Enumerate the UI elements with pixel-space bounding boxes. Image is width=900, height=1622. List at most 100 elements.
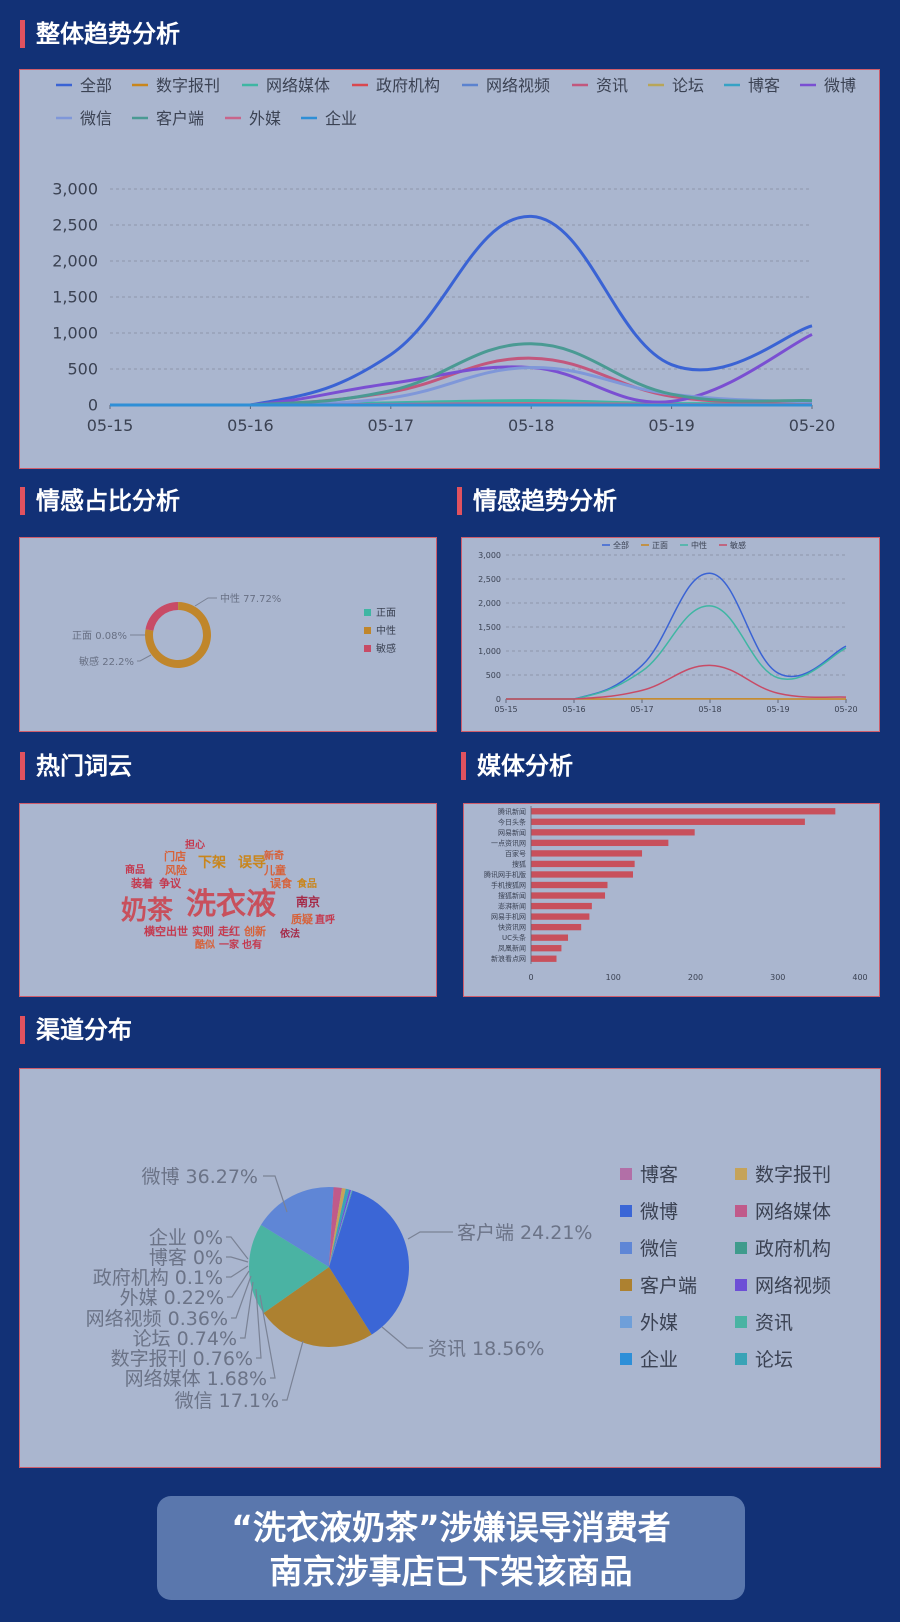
pie-label-企业: 企业 0%	[149, 1227, 223, 1249]
series-line-客户端	[110, 342, 813, 407]
word-直呼: 直呼	[315, 913, 335, 926]
word-食品: 食品	[296, 877, 317, 890]
legend-label-全部: 全部	[80, 76, 112, 95]
legend-label-中性: 中性	[691, 540, 707, 550]
x-tick-label: 05-19	[766, 705, 789, 714]
legend-label-数字报刊: 数字报刊	[156, 76, 220, 95]
x-tick-label: 100	[606, 973, 621, 982]
section-title-trend: 整体趋势分析	[20, 20, 180, 48]
legend-swatch-正面	[364, 609, 371, 616]
pie-label-line-数字报刊	[255, 1288, 262, 1359]
pie-label-微信: 微信 17.1%	[175, 1390, 279, 1412]
word-酷似: 酷似	[195, 938, 215, 951]
bar-今日头条	[531, 818, 805, 825]
legend-swatch-企业	[620, 1353, 632, 1365]
bar-label-腾讯网手机版: 腾讯网手机版	[484, 870, 526, 879]
legend-swatch-微博	[620, 1205, 632, 1217]
bar-网易手机网	[531, 913, 590, 920]
x-tick-label: 05-16	[562, 705, 585, 714]
bar-百家号	[531, 850, 643, 857]
section-title-wordcloud: 热门词云	[20, 752, 132, 780]
word-风险: 风险	[165, 863, 188, 877]
bar-快资讯网	[531, 923, 582, 931]
pie-label-博客: 博客 0%	[149, 1247, 223, 1269]
legend-label-正面: 正面	[376, 608, 396, 619]
x-tick-label: 0	[528, 973, 533, 982]
bar-label-腾讯新闻: 腾讯新闻	[498, 807, 526, 816]
media-bar-chart: 腾讯新闻今日头条网易新闻一点资讯网百家号搜狐腾讯网手机版手机搜狐网搜狐新闻澎湃新…	[484, 806, 868, 982]
pie-label-line-政府机构	[226, 1265, 249, 1278]
y-tick-label: 1,000	[478, 647, 501, 656]
bar-label-网易手机网: 网易手机网	[491, 912, 526, 921]
channel-pie-chart: 微博 36.27%客户端 24.21%资讯 18.56%微信 17.1%网络媒体…	[86, 1164, 831, 1412]
x-tick-label: 05-17	[368, 416, 415, 435]
bar-label-手机搜狐网: 手机搜狐网	[491, 881, 526, 890]
series-line-全部	[110, 214, 813, 407]
y-tick-label: 2,000	[478, 599, 501, 608]
word-装着: 装着	[130, 876, 153, 890]
pie-label-line-博客	[226, 1256, 249, 1263]
pie-label-数字报刊: 数字报刊 0.76%	[111, 1348, 253, 1370]
donut-label-敏感: 敏感 22.2%	[79, 655, 134, 668]
bar-新浪看点网	[531, 955, 557, 962]
legend-label-企业: 企业	[640, 1349, 678, 1371]
legend-swatch-中性	[364, 627, 371, 634]
x-tick-label: 05-15	[494, 705, 517, 714]
emotion-ratio-panel: 中性 77.72% 正面 0.08% 敏感 22.2% 正面 中性 敏感	[19, 537, 437, 732]
pie-slice-客户端	[263, 1267, 372, 1347]
pie-label-网络视频: 网络视频 0.36%	[86, 1308, 228, 1330]
x-tick-label: 05-20	[789, 416, 836, 435]
bar-手机搜狐网	[531, 881, 608, 889]
legend-swatch-博客	[620, 1168, 632, 1180]
bar-凤凰新闻	[531, 945, 562, 952]
legend-swatch-论坛	[735, 1353, 747, 1365]
donut-label-正面: 正面 0.08%	[72, 631, 127, 642]
legend-label-微博: 微博	[824, 76, 856, 95]
pie-label-line-企业	[226, 1236, 249, 1260]
pie-label-line-网络视频	[231, 1275, 252, 1319]
x-tick-label: 05-19	[648, 416, 695, 435]
x-tick-label: 05-17	[630, 705, 653, 714]
pie-label-line-微博	[263, 1175, 288, 1213]
legend-label-政府机构: 政府机构	[755, 1238, 831, 1260]
section-title-emotion-trend: 情感趋势分析	[457, 487, 617, 515]
x-tick-label: 200	[688, 973, 703, 982]
pie-slice-网络媒体	[329, 1187, 342, 1267]
legend-swatch-外媒	[620, 1316, 632, 1328]
bar-label-新浪看点网: 新浪看点网	[491, 954, 526, 963]
word-误导: 误导	[238, 855, 266, 871]
pie-label-外媒: 外媒 0.22%	[120, 1287, 224, 1309]
x-tick-label: 05-16	[227, 416, 274, 435]
legend-label-政府机构: 政府机构	[376, 76, 440, 95]
bar-label-搜狐新闻: 搜狐新闻	[498, 891, 526, 900]
bar-澎湃新闻	[531, 902, 592, 910]
bar-label-百家号: 百家号	[505, 849, 526, 858]
wordcloud-panel: 担心 新奇 门店 下架 误导 商品 风险 儿童 装着 争议 误食 食品 奶茶 洗衣液 南京 质疑 直呼 横空出世实…	[19, 803, 437, 997]
bar-label-网易新闻: 网易新闻	[498, 828, 526, 837]
word-误食: 误食	[270, 876, 293, 890]
word-洗衣液: 洗衣液	[186, 887, 276, 922]
donut-label-中性: 中性 77.72%	[220, 592, 281, 605]
legend-label-数字报刊: 数字报刊	[755, 1164, 831, 1186]
pie-slice-网络视频	[329, 1189, 352, 1267]
y-tick-label: 3,000	[478, 551, 501, 560]
legend-label-全部: 全部	[613, 540, 629, 550]
word-奶茶: 奶茶	[121, 895, 174, 926]
channel-panel: 微博 36.27% 客户端 24.21% 资讯 18.56% 微信 17.1% 网络媒体…	[19, 1068, 881, 1468]
pie-slice-论坛	[329, 1188, 350, 1267]
bar-搜狐	[531, 860, 635, 868]
pie-label-论坛: 论坛 0.74%	[133, 1328, 237, 1350]
x-tick-label: 300	[770, 973, 785, 982]
legend-label-博客: 博客	[640, 1164, 678, 1186]
legend-label-敏感: 敏感	[376, 642, 396, 655]
bar-label-搜狐: 搜狐	[512, 859, 526, 868]
donut-label-line-敏感	[137, 654, 152, 662]
media-panel: 腾讯新闻 今日头条 网易新闻 一点资讯网 百家号 搜狐 腾讯网手机版 手机搜狐网 搜狐新闻 澎湃新…	[463, 803, 880, 997]
headline-line-1: “洗衣液奶茶”涉嫌误导消费者	[231, 1508, 671, 1547]
word-争议: 争议	[159, 876, 182, 890]
word-也有: 也有	[242, 938, 262, 951]
legend-label-外媒: 外媒	[640, 1312, 678, 1334]
pie-label-line-微信	[282, 1340, 304, 1401]
word-走红: 走红	[217, 924, 240, 938]
pie-label-line-论坛	[240, 1281, 254, 1339]
